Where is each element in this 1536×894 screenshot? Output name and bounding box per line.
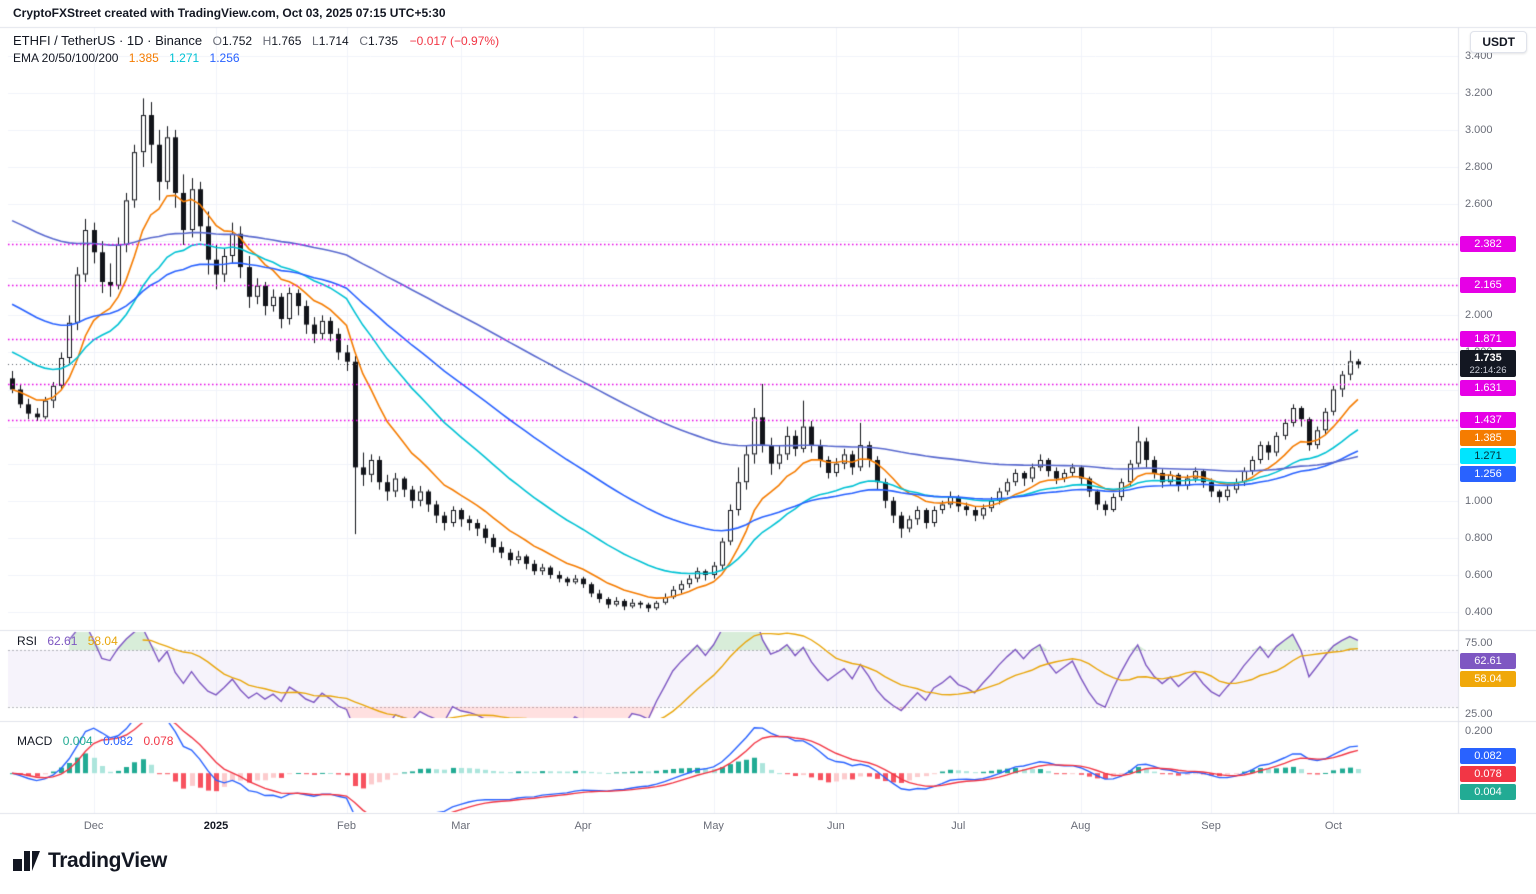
ema-value-badge: 1.271 [1460,447,1516,464]
price-level-badge: 2.382 [1460,236,1516,253]
price-tick: 2.600 [1465,198,1493,211]
time-tick-apr: Apr [574,820,592,832]
rsi-tick: 25.00 [1465,707,1493,720]
time-tick-sep: Sep [1201,820,1221,832]
footer: TradingView [13,849,167,873]
price-level-badge: 1.631 [1460,380,1516,397]
price-tick: 0.600 [1465,568,1493,581]
macd-hist-value: 0.004 [62,734,93,748]
symbol-legend[interactable]: ETHFI / TetherUS · 1D · Binance O1.752 H… [13,33,499,48]
price-level-badge: 1.437 [1460,411,1516,428]
close-value: 1.735 [368,34,399,48]
low-value: 1.714 [318,34,349,48]
price-tick: 3.200 [1465,86,1493,99]
ema50-value: 1.271 [169,51,200,65]
tradingview-brand[interactable]: TradingView [48,849,167,872]
tradingview-logo-icon[interactable] [13,850,40,872]
open-value: 1.752 [222,34,253,48]
high-label: H [262,34,272,48]
rsi-tick: 75.00 [1465,637,1493,650]
price-tick: 1.000 [1465,494,1493,507]
symbol-title[interactable]: ETHFI / TetherUS · 1D · Binance [13,33,203,48]
time-tick-mar: Mar [451,820,471,832]
macd-hist-badge: 0.004 [1460,783,1516,800]
time-tick-2025: 2025 [203,820,229,832]
time-tick-jun: Jun [827,820,845,832]
high-value: 1.765 [271,34,302,48]
price-tick: 0.400 [1465,606,1493,619]
price-tick: 2.800 [1465,160,1493,173]
last-price-badge: 1.735 22:14:26 [1460,350,1516,378]
rsi-value-badge: 62.61 [1460,652,1516,669]
time-tick-jul: Jul [951,820,966,832]
ema-legend-label: EMA 20/50/100/200 [13,51,119,65]
rsi-value: 62.61 [47,634,78,648]
macd-legend-label: MACD [17,734,53,748]
price-tick: 0.800 [1465,531,1493,544]
close-label: C [359,34,369,48]
macd-signal-value: 0.078 [143,734,174,748]
macd-tick: 0.200 [1465,725,1493,738]
rsi-ma-badge: 58.04 [1460,670,1516,687]
time-tick-feb: Feb [337,820,356,832]
time-tick-oct: Oct [1324,820,1342,832]
ema-value-badge: 1.385 [1460,429,1516,446]
time-tick-dec: Dec [83,820,104,832]
ema100-value: 1.256 [209,51,240,65]
macd-signal-badge: 0.078 [1460,765,1516,782]
macd-value-badge: 0.082 [1460,747,1516,764]
time-tick-may: May [703,820,724,832]
ema20-value: 1.385 [128,51,159,65]
price-level-badge: 1.871 [1460,331,1516,348]
price-axis[interactable]: 3.4003.2003.0002.8002.6002.0001.8001.000… [1458,0,1536,845]
price-tick: 2.000 [1465,309,1493,322]
attribution-text: CryptoFXStreet created with TradingView.… [13,6,446,20]
price-tick: 3.000 [1465,123,1493,136]
currency-toggle-button[interactable]: USDT [1470,31,1527,53]
price-change: −0.017 (−0.97%) [409,34,500,48]
macd-line-value: 0.082 [103,734,134,748]
price-level-badge: 2.165 [1460,276,1516,293]
time-tick-aug: Aug [1070,820,1091,832]
time-axis[interactable]: Dec 2025 Feb Mar Apr May Jun Jul Aug Sep Oct [0,814,1458,840]
rsi-legend-label: RSI [17,634,38,648]
open-label: O [212,34,223,48]
ema-legend[interactable]: EMA 20/50/100/200 1.385 1.271 1.256 [13,51,240,65]
rsi-legend[interactable]: RSI 62.61 58.04 [17,634,118,648]
ema-value-badge: 1.256 [1460,465,1516,482]
rsi-ma-value: 58.04 [87,634,118,648]
macd-legend[interactable]: MACD 0.004 0.082 0.078 [17,734,173,748]
low-label: L [312,34,319,48]
